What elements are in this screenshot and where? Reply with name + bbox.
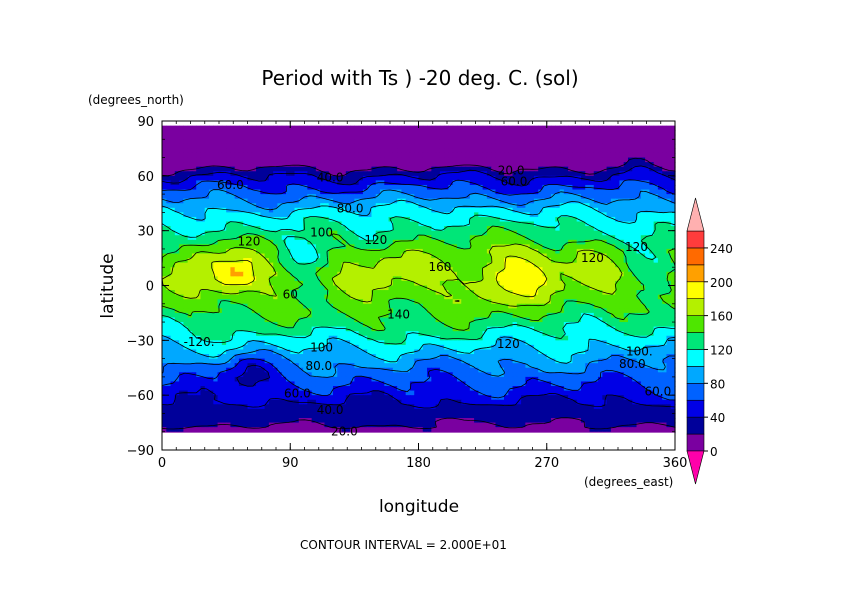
contour-label: 60: [283, 288, 298, 302]
colorbar-under-arrow: [686, 450, 705, 485]
contour-label: 80.0: [619, 357, 646, 371]
colorbar-band: [686, 416, 705, 435]
colorbar-band: [686, 247, 705, 266]
x-axis: 0 90 180 270 360: [158, 121, 688, 471]
x-axis-label: longitude: [379, 497, 459, 517]
contour-label: 60.0: [501, 174, 528, 188]
colorbar-label: 200: [710, 276, 733, 290]
contour-label: 20.0: [498, 163, 525, 177]
y-tick-label: 60: [137, 170, 154, 185]
colorbar-band: [686, 264, 705, 283]
contour-lines: [161, 157, 676, 430]
contour-label: 120: [581, 251, 604, 265]
contour-label: 60.0: [284, 386, 311, 400]
colorbar-band: [686, 298, 705, 316]
x-tick-label: 90: [282, 456, 299, 471]
colorbar-band: [686, 433, 705, 452]
x-tick-label: 0: [158, 456, 166, 471]
contour-label: 80.0: [305, 359, 332, 373]
contour-labels: 20.0 40.0 60.0 60.0 80.0 100 120 120 120 120 160 60…: [184, 163, 672, 438]
x-tick-label: 360: [663, 456, 688, 471]
colorbar-over-arrow: [686, 197, 705, 232]
colorbar-label: 0: [710, 445, 718, 459]
contour-label: 20.0: [331, 425, 358, 439]
colorbar-band: [686, 315, 705, 333]
x-tick-label: 180: [406, 456, 431, 471]
contour-label: 60.0: [217, 178, 244, 192]
colorbar-band: [686, 230, 705, 249]
colorbar-band: [686, 349, 705, 367]
colorbar-label: 240: [710, 242, 733, 256]
contour-label: 100.: [626, 344, 653, 358]
contour-label: 40.0: [317, 171, 344, 185]
contour-label: 140: [387, 308, 410, 322]
y-tick-label: −60: [127, 389, 154, 404]
contour-label: 160: [428, 260, 451, 274]
contour-label: 100: [310, 341, 333, 355]
colorbar-label: 40: [710, 411, 725, 425]
y-tick-label: −90: [127, 444, 154, 459]
y-axis: 90 60 30 0 −30 −60 −90: [127, 115, 675, 459]
colorbar-band: [686, 366, 705, 384]
colorbar-label: 160: [710, 310, 733, 324]
y-tick-label: 30: [137, 225, 154, 240]
x-units-label: (degrees_east): [584, 475, 673, 489]
contour-label: -120.: [184, 335, 215, 349]
contour-fill: [162, 121, 676, 450]
contour-line: [161, 157, 676, 430]
colorbar-band: [686, 281, 705, 299]
contour-interval-note: CONTOUR INTERVAL = 2.000E+01: [300, 538, 507, 552]
contour-label: 60.0: [645, 385, 672, 399]
contour-label: 120: [625, 240, 648, 254]
colorbar-band: [686, 383, 705, 401]
y-units-label: (degrees_north): [88, 93, 184, 107]
contour-label: 80.0: [337, 202, 364, 216]
contour-label: 120: [237, 235, 260, 249]
y-tick-label: −30: [127, 334, 154, 349]
contour-label: 120: [364, 233, 387, 247]
x-tick-label: 270: [534, 456, 559, 471]
colorbar-band: [686, 332, 705, 350]
contour-label: 120: [497, 337, 520, 351]
contour-label: 100: [310, 226, 333, 240]
colorbar: 0 40 80 120 160 200 240: [686, 197, 733, 485]
y-tick-label: 90: [137, 115, 154, 130]
chart-title: Period with Ts ) -20 deg. C. (sol): [261, 66, 578, 90]
y-axis-label: latitude: [98, 253, 118, 318]
colorbar-label: 120: [710, 343, 733, 357]
contour-label: 40.0: [317, 403, 344, 417]
colorbar-band: [686, 399, 705, 418]
y-tick-label: 0: [146, 280, 154, 295]
colorbar-label: 80: [710, 377, 725, 391]
